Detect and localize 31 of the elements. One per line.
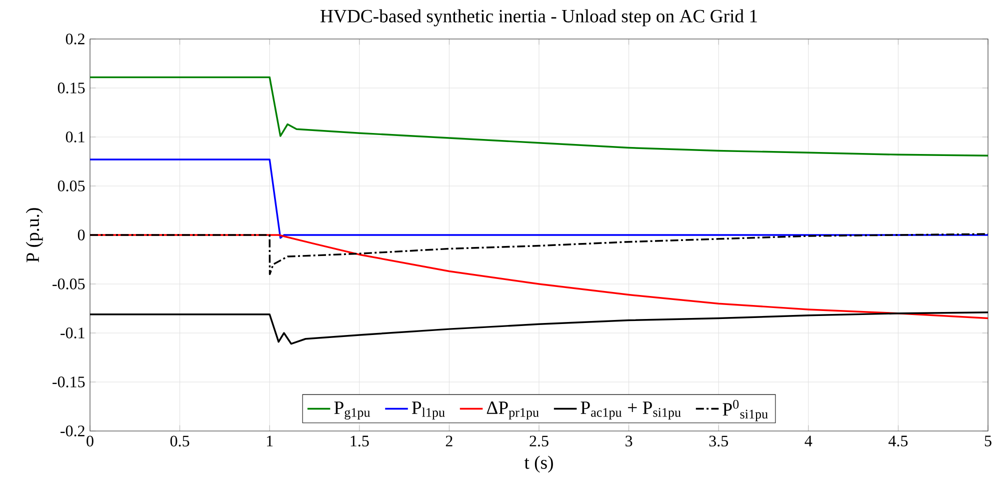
y-tick-label: 0.05 [58, 180, 85, 192]
legend-label: ΔP$_{pr1pu}$ [486, 402, 539, 420]
x-tick-label: 4 [804, 436, 812, 446]
y-tick-label: 0.15 [58, 82, 85, 94]
x-tick-label: 3 [626, 436, 632, 446]
y-tick-label: 0.1 [66, 132, 84, 142]
x-tick-label: 4.5 [888, 436, 908, 446]
x-tick-label: 0 [86, 436, 94, 446]
x-tick-label: 3.5 [709, 436, 728, 447]
line-series [90, 233, 988, 276]
x-tick-label: 2.5 [530, 436, 548, 447]
y-tick-label: -0.2 [60, 426, 84, 436]
y-tick-label: 0.2 [66, 34, 84, 44]
chart-title: HVDC-based synthetic inertia - Unload step on AC Grid 1 [320, 9, 757, 26]
x-axis-title: t (s) [524, 456, 553, 473]
x-tick-label: 1 [267, 436, 273, 446]
legend-label: P$^{0}$si1pu [722, 400, 768, 422]
line-series [90, 76, 988, 156]
x-tick-label: 0.5 [170, 436, 190, 447]
y-tick-label: 0 [78, 230, 85, 240]
y-tick-label: -0.15 [52, 376, 85, 388]
y-tick-label: -0.05 [52, 278, 85, 290]
legend-label: P$_{g1pu}$ [334, 402, 370, 420]
y-axis-title: P (p.u.) [26, 208, 43, 262]
x-tick-label: 5 [984, 436, 992, 446]
x-tick-label: 2 [446, 436, 452, 446]
y-tick-label: -0.1 [60, 328, 84, 338]
x-tick-label: 1.5 [350, 436, 369, 446]
legend-label: P$_{ac1pu}$ + P$_{si1pu}$ [580, 402, 681, 420]
legend-label: P$_{l1pu}$ [412, 402, 445, 420]
line-series [90, 312, 988, 345]
